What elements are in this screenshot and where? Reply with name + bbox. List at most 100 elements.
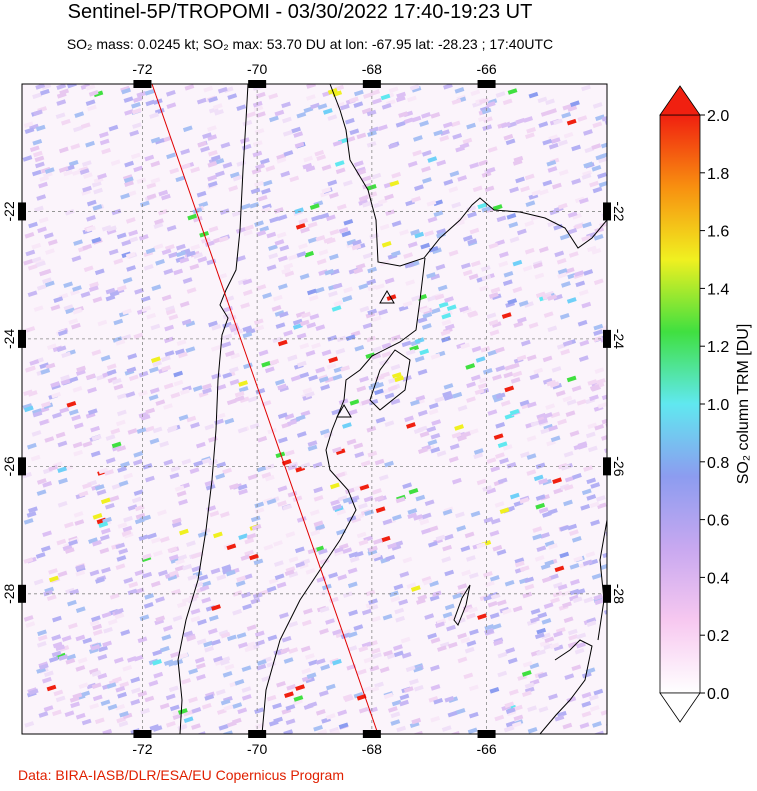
colorbar-tick-label: 1.6	[707, 224, 729, 241]
pixel	[578, 289, 589, 296]
pixel	[113, 258, 124, 265]
pixel	[280, 170, 291, 178]
pixel	[462, 137, 473, 145]
pixel	[163, 336, 174, 344]
pixel	[100, 527, 111, 535]
pixel	[107, 618, 118, 626]
pixel	[403, 117, 414, 125]
pixel	[516, 228, 527, 236]
pixel	[296, 251, 307, 258]
pixel	[255, 163, 265, 170]
pixel	[354, 451, 365, 459]
pixel	[43, 705, 54, 712]
pixel	[592, 186, 603, 194]
pixel	[346, 438, 357, 446]
pixel	[177, 351, 188, 359]
pixel	[267, 634, 278, 642]
pixel	[306, 322, 317, 329]
pixel	[358, 195, 369, 202]
pixel	[144, 89, 155, 96]
pixel	[177, 708, 188, 715]
pixel	[586, 494, 597, 501]
pixel	[241, 591, 251, 599]
salt-flat	[369, 349, 411, 411]
pixel	[224, 417, 235, 425]
pixel	[356, 385, 367, 393]
pixel	[50, 381, 61, 388]
pixel	[170, 392, 181, 399]
pixel	[328, 290, 338, 298]
pixel	[582, 221, 592, 229]
pixel	[527, 705, 537, 712]
pixel	[208, 614, 219, 622]
pixel	[426, 426, 437, 433]
pixel	[319, 589, 330, 596]
pixel	[23, 121, 34, 128]
pixel	[181, 318, 192, 326]
pixel	[490, 465, 501, 473]
pixel	[427, 156, 438, 163]
pixel	[559, 551, 570, 559]
pixel	[390, 398, 401, 406]
pixel	[586, 477, 597, 485]
pixel	[358, 645, 369, 653]
pixel	[482, 368, 493, 375]
tick-mark	[603, 457, 611, 476]
pixel	[343, 218, 354, 226]
pixel	[407, 512, 418, 520]
pixel	[198, 574, 209, 582]
pixel	[256, 230, 267, 237]
pixel	[225, 350, 235, 358]
pixel	[330, 729, 341, 734]
pixel	[180, 148, 191, 156]
pixel	[274, 239, 285, 246]
pixel	[583, 269, 594, 276]
pixel	[227, 93, 238, 100]
pixel	[447, 710, 458, 718]
pixel	[392, 514, 402, 521]
pixel	[303, 608, 313, 615]
pixel	[564, 267, 575, 274]
pixel	[202, 132, 212, 139]
x-tick-label: -66	[476, 61, 496, 77]
pixel	[274, 573, 285, 581]
pixel	[280, 647, 291, 654]
pixel	[567, 628, 578, 636]
pixel	[563, 131, 574, 139]
pixel	[583, 161, 594, 169]
pixel	[229, 483, 239, 490]
pixel	[192, 207, 203, 215]
pixel	[308, 659, 319, 667]
pixel	[42, 277, 52, 284]
pixel	[116, 555, 127, 562]
pixel	[346, 238, 357, 246]
pixel	[294, 207, 305, 214]
pixel	[460, 545, 471, 553]
pixel	[316, 154, 327, 161]
pixel	[512, 159, 523, 166]
pixel	[115, 703, 126, 711]
pixel	[330, 482, 340, 490]
pixel	[170, 465, 181, 473]
pixel	[412, 665, 423, 673]
pixel	[149, 112, 159, 119]
pixel	[160, 355, 171, 362]
pixel	[91, 670, 102, 677]
pixel	[142, 463, 153, 470]
pixel	[430, 637, 441, 644]
pixel	[87, 386, 97, 394]
pixel	[537, 612, 548, 619]
pixel	[123, 96, 134, 103]
pixel	[427, 632, 438, 640]
pixel	[228, 185, 239, 192]
pixel	[595, 114, 605, 122]
pixel	[236, 632, 247, 639]
pixel	[237, 426, 248, 434]
pixel	[87, 408, 98, 415]
pixel	[65, 307, 75, 315]
pixel	[107, 225, 117, 232]
pixel	[150, 356, 161, 363]
pixel	[91, 682, 102, 690]
pixel	[200, 457, 211, 465]
so2-pixels	[22, 84, 607, 734]
